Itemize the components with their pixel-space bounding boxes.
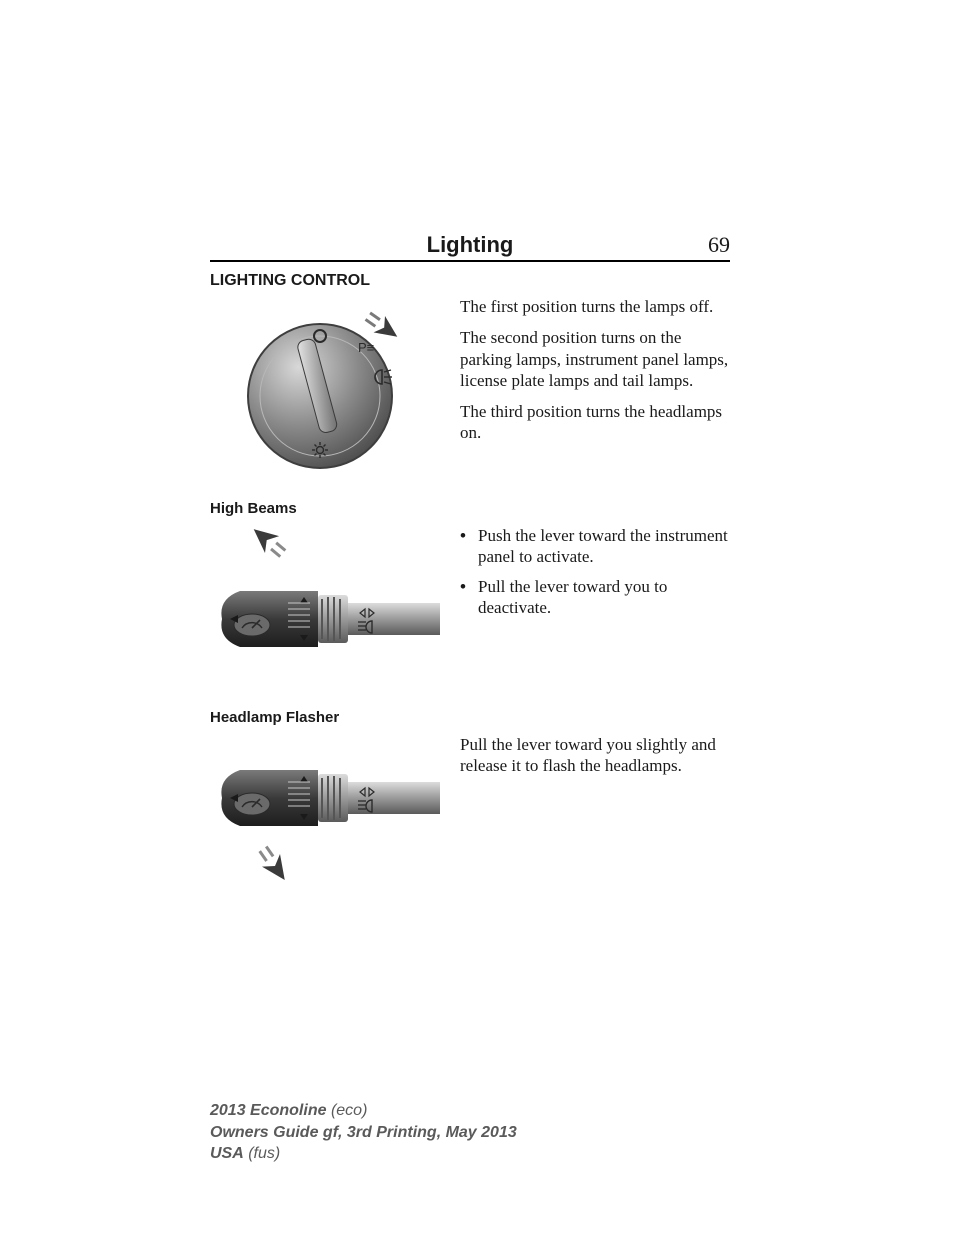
- lighting-control-row: P≡: [210, 296, 730, 476]
- headlamp-flasher-text: Pull the lever toward you slightly and r…: [460, 734, 730, 787]
- footer-region: USA: [210, 1145, 244, 1162]
- footer-vehicle-code: (eco): [327, 1102, 368, 1119]
- paragraph: The second position turns on the parking…: [460, 327, 730, 391]
- page-content: Lighting 69 LIGHTING CONTROL: [210, 232, 730, 894]
- footer-region-code: (fus): [244, 1145, 280, 1162]
- lighting-control-text: The first position turns the lamps off. …: [460, 296, 730, 454]
- footer-vehicle: 2013 Econoline: [210, 1102, 327, 1119]
- footer-guide-info: Owners Guide gf, 3rd Printing, May 2013: [210, 1122, 730, 1144]
- high-beams-row: Push the lever toward the instrument pan…: [210, 525, 730, 685]
- section-heading-high-beams: High Beams: [210, 500, 730, 517]
- bullet-item: Push the lever toward the instrument pan…: [460, 525, 730, 568]
- section-heading-lighting-control: LIGHTING CONTROL: [210, 272, 730, 290]
- stalk-collar-icon: [318, 774, 348, 822]
- pull-arrow-icon: [254, 843, 294, 887]
- paragraph: Pull the lever toward you slightly and r…: [460, 734, 730, 777]
- parking-symbol-icon: P≡: [358, 340, 374, 355]
- high-beams-figure: [210, 525, 440, 685]
- section-heading-headlamp-flasher: Headlamp Flasher: [210, 709, 730, 726]
- paragraph: The first position turns the lamps off.: [460, 296, 730, 317]
- paragraph: The third position turns the headlamps o…: [460, 401, 730, 444]
- stalk-grip-icon: [221, 591, 318, 647]
- bullet-item: Pull the lever toward you to deactivate.: [460, 576, 730, 619]
- headlamp-flasher-row: Pull the lever toward you slightly and r…: [210, 734, 730, 894]
- page-number: 69: [670, 232, 730, 258]
- lighting-control-figure: P≡: [210, 296, 440, 476]
- chapter-title: Lighting: [210, 232, 670, 258]
- stalk-collar-icon: [318, 595, 348, 643]
- page-footer: 2013 Econoline (eco) Owners Guide gf, 3r…: [210, 1100, 730, 1165]
- push-arrow-icon: [247, 525, 290, 562]
- headlamp-flasher-figure: [210, 734, 440, 894]
- stalk-grip-icon: [221, 770, 318, 826]
- page-header: Lighting 69: [210, 232, 730, 262]
- high-beams-text: Push the lever toward the instrument pan…: [460, 525, 730, 626]
